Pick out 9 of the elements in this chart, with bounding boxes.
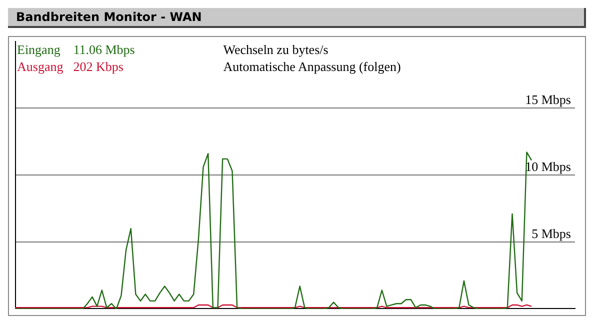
text: Ausgang (17, 58, 64, 75)
chart-title: Bandbreiten Monitor - WAN (8, 8, 586, 28)
y-tick-label: 5 Mbps (532, 226, 571, 241)
annotation: 202 Kbps (73, 58, 124, 75)
text: Eingang (17, 41, 62, 58)
annotation: Automatische Anpassung (folgen) (223, 58, 401, 75)
annotation: Wechseln zu bytes/s (223, 41, 330, 58)
annotation: 11.06 Mbps (73, 41, 136, 58)
y-tick-label: 15 Mbps (525, 92, 571, 107)
